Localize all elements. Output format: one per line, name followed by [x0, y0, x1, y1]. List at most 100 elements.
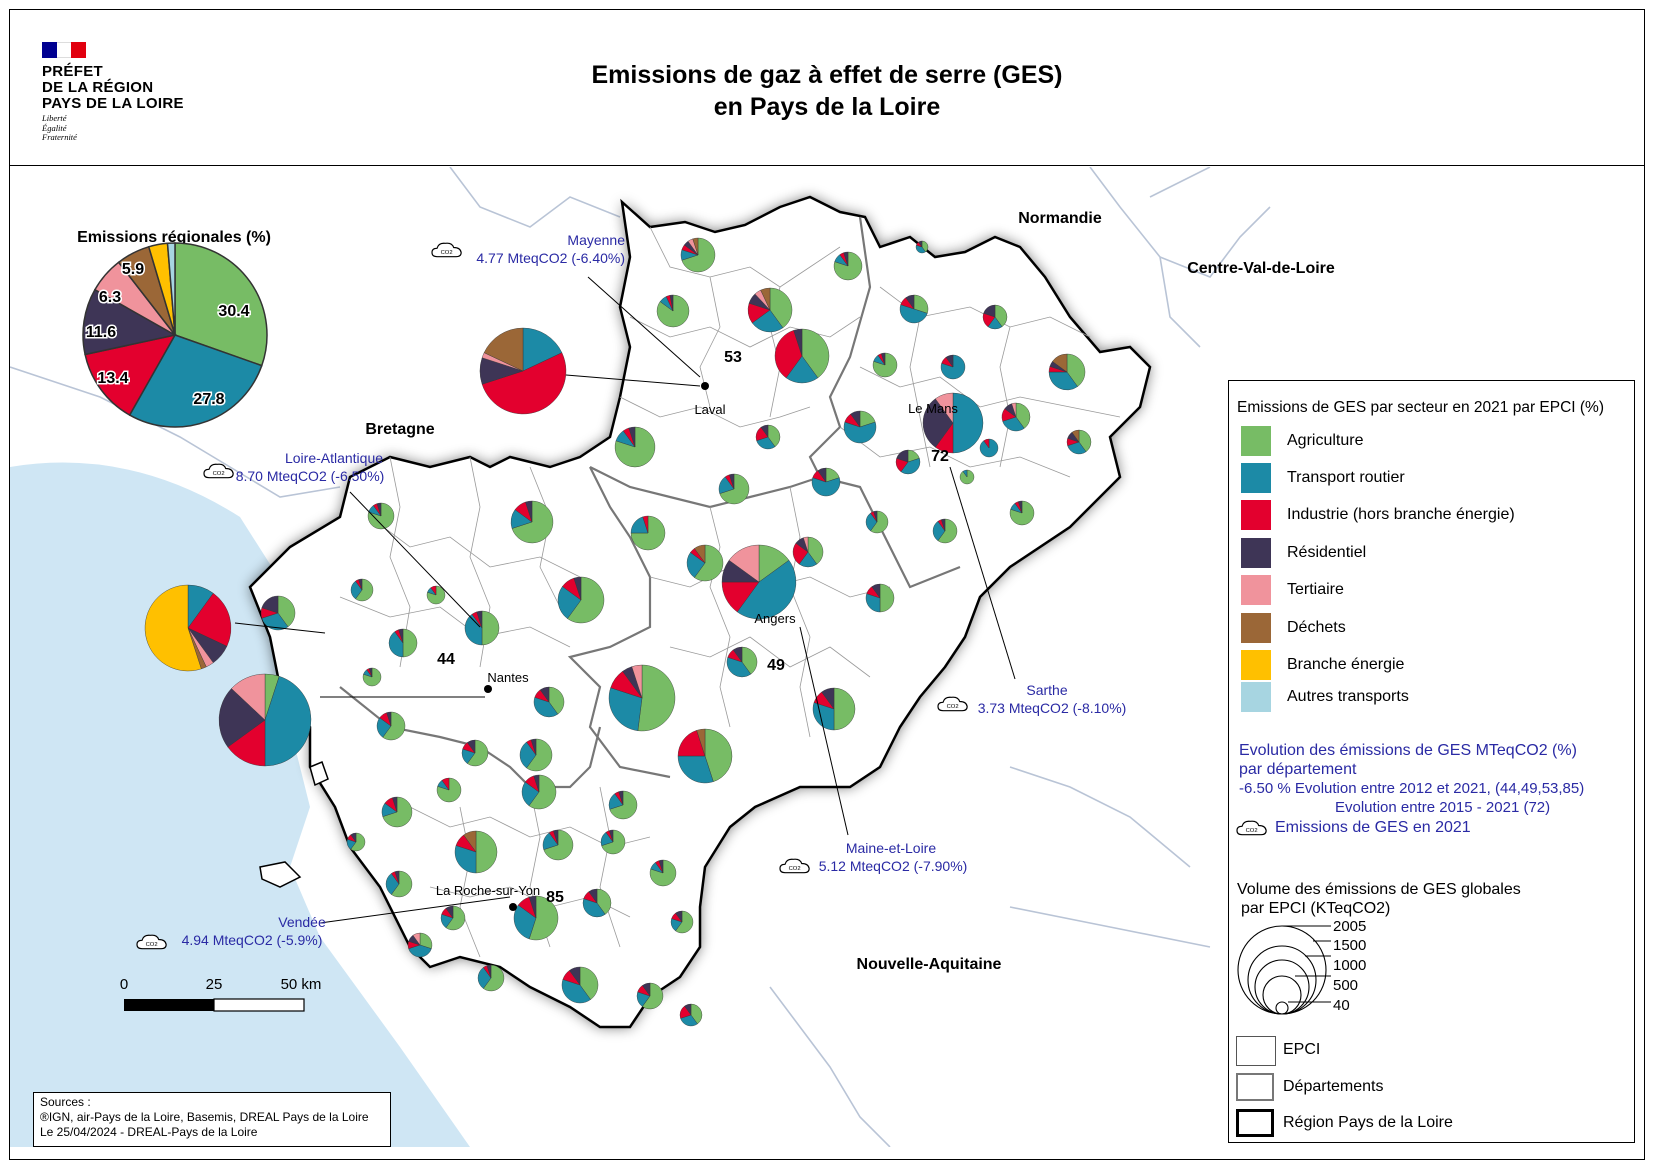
epci-pie-slice: [677, 755, 714, 784]
legend-item-industrie: Industrie (hors branche énergie): [1241, 500, 1515, 530]
size-label-500: 500: [1333, 977, 1358, 994]
label-normandie: Normandie: [1018, 210, 1102, 227]
epci-pie-slice: [865, 593, 881, 613]
swatch-industrie: [1241, 500, 1271, 530]
pie-label-tertiaire: 6.3: [99, 289, 121, 306]
epci-pie-slice: [528, 774, 557, 810]
epci-pie-slice: [391, 870, 413, 898]
epci-pie-slice: [476, 610, 483, 629]
ocean: [10, 462, 470, 1147]
dept-name-vendee: Vendée: [278, 914, 326, 930]
epci-pie-slice: [277, 595, 296, 628]
epci-pie-slice: [392, 796, 398, 813]
evolution-title: Evolution des émissions de GES MTeqCO2 (…: [1239, 742, 1577, 759]
epci-pie-slice: [261, 612, 289, 631]
dept-value-sarthe: 3.73 MteqCO2 (-8.10%): [978, 700, 1127, 716]
epci-pie-slice: [475, 830, 498, 874]
epci-pie-slice: [726, 657, 752, 678]
swatch-agriculture: [1241, 426, 1271, 456]
volume-circles: 2005 1500 1000 500 40: [1237, 921, 1366, 1015]
size-label-1500: 1500: [1333, 937, 1366, 954]
epci-pie-slice: [637, 664, 676, 732]
scale-0: 0: [120, 976, 128, 993]
epci-pie-slice: [445, 905, 454, 919]
epci-pie-slice: [388, 631, 404, 658]
volume-title: Volume des émissions de GES globales: [1237, 881, 1521, 898]
epci-pie-slice: [850, 410, 861, 428]
epci-pie-slice: [539, 686, 550, 703]
epci-pie-slice: [231, 673, 266, 721]
epci-pie-slice: [561, 979, 591, 1004]
label-bretagne: Bretagne: [365, 421, 434, 438]
swatch-transport: [1241, 463, 1271, 493]
motto-1: Liberté: [42, 113, 67, 123]
epci-pie-slice: [728, 544, 760, 583]
epci-pie-slice: [525, 500, 533, 523]
epci-pie-slice: [1052, 353, 1068, 373]
epci-pie-slice: [1015, 402, 1031, 429]
neighbour-boundaries: [10, 167, 1271, 1147]
city-dot-la-roche: [509, 903, 517, 911]
epci-pie-slice: [477, 967, 492, 989]
epci-pie-slice: [631, 664, 643, 699]
epci-pie-slice: [467, 739, 476, 754]
epci-pie-slice: [408, 944, 432, 958]
legend-title: Emissions de GES par secteur en 2021 par…: [1237, 399, 1604, 416]
epci-pie-slice: [402, 628, 418, 658]
epci-pie-slice: [430, 585, 437, 596]
epci-pie-slice: [511, 500, 554, 544]
legend-item-autres-transports: Autres transports: [1241, 682, 1409, 712]
pie-label-residentiel: 11.6: [86, 324, 116, 341]
swatch-dechets: [1241, 613, 1271, 643]
epci-pie-slice: [843, 421, 877, 444]
legend-label-transport: Transport routier: [1287, 469, 1405, 486]
regional-pie-slice: [82, 288, 178, 356]
map-canvas[interactable]: CO2: [10, 167, 1644, 1147]
city-la-roche-sur-yon: La Roche-sur-Yon: [436, 883, 540, 898]
departements-label: Départements: [1283, 1078, 1384, 1095]
epci-pie-slice: [1071, 429, 1080, 443]
epci-pie-slice: [582, 898, 606, 918]
epci-pie-slice: [952, 392, 984, 454]
epci-pie-slice: [601, 829, 626, 855]
epci-pie-slice: [994, 304, 1008, 327]
swatch-tertiaire: [1241, 575, 1271, 605]
motto: Liberté Égalité Fraternité: [42, 113, 184, 143]
pie-label-agriculture: 30.4: [218, 303, 249, 320]
epci-pie-slice: [793, 328, 803, 357]
cities: Laval Le Mans Angers Nantes La Roche-sur…: [436, 382, 958, 911]
epci-pie-slice: [533, 774, 540, 793]
size-circle-40: [1275, 1001, 1289, 1015]
epci-pie-slice: [935, 392, 954, 424]
epci-pie-slice: [481, 352, 567, 415]
epci-pie-slice: [608, 687, 643, 731]
epci-pie-slice: [454, 845, 477, 874]
scale-25: 25: [206, 976, 223, 993]
epci-pie-slice: [694, 544, 706, 564]
motto-2: Égalité: [42, 122, 67, 133]
city-nantes: Nantes: [487, 670, 529, 685]
legend-label-autres-transports: Autres transports: [1287, 688, 1409, 705]
legend-item-tertiaire: Tertiaire: [1241, 575, 1344, 605]
prefecture-logo: PRÉFET DE LA RÉGION PAYS DE LA LOIRE Lib…: [42, 42, 184, 143]
epci-pie-slice: [741, 646, 758, 675]
epci-pie-slice: [983, 304, 996, 318]
epci-pie-slice: [870, 510, 889, 534]
epci-pie-slice: [398, 628, 404, 644]
size-label-1000: 1000: [1333, 957, 1366, 974]
epci-pie-slice: [774, 330, 803, 379]
city-dot-nantes: [484, 685, 492, 693]
epci-pie-slice: [355, 578, 374, 602]
dept-value-maine-et-loire: 5.12 MteqCO2 (-7.90%): [819, 858, 968, 874]
size-label-40: 40: [1333, 997, 1350, 1014]
epci-pie-charts: [144, 237, 1092, 1027]
dept-code-72: 72: [931, 448, 949, 465]
epci-pie-slice: [376, 502, 382, 517]
epci-pie-slice: [486, 964, 492, 979]
epci-pie-slice: [899, 304, 928, 324]
epci-pie-slice: [694, 544, 724, 582]
city-le-mans: Le Mans: [908, 401, 958, 416]
epci-pie-slice: [905, 294, 915, 310]
epci-pie-slice: [441, 777, 450, 791]
regional-pie-title: Emissions régionales (%): [77, 229, 271, 246]
